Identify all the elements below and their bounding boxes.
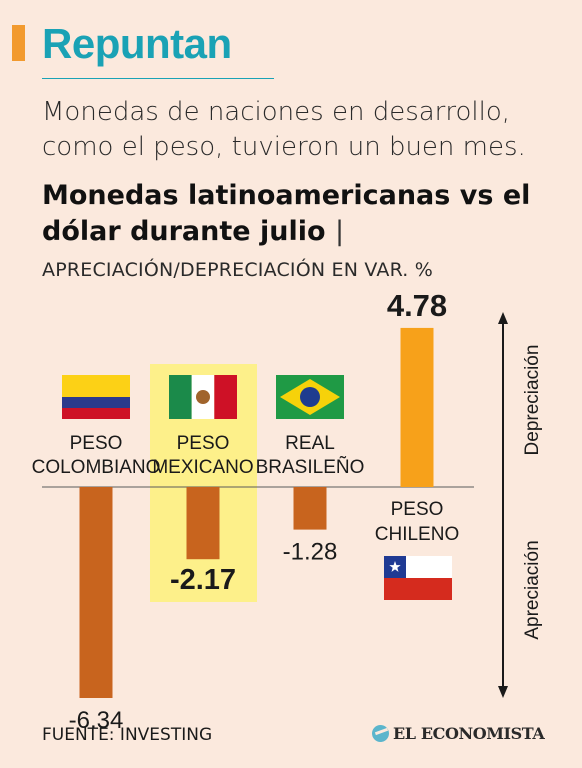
category-label: CHILENO xyxy=(375,524,459,545)
bar xyxy=(186,487,220,560)
headline: Repuntan xyxy=(42,20,232,67)
category-group: 4.78 PESO CHILENO xyxy=(375,288,459,600)
brazil-flag xyxy=(276,375,344,419)
source-note: FUENTE: INVESTING xyxy=(42,725,213,745)
bar xyxy=(400,327,434,487)
colombia-flag-yellow xyxy=(62,375,130,397)
mexico-flag-green xyxy=(169,375,192,419)
chile-flag-red xyxy=(384,578,452,600)
category-group: PESO COLOMBIANO -6.34 xyxy=(32,375,161,734)
chart-title-text: Monedas latinoamericanas vs el dólar dur… xyxy=(42,180,531,247)
value-label: 4.78 xyxy=(387,288,447,323)
bar xyxy=(293,487,327,530)
value-label: -1.28 xyxy=(283,539,338,566)
headline-rule xyxy=(42,78,274,79)
bar xyxy=(79,487,113,698)
category-label: BRASILEÑO xyxy=(256,456,365,478)
brand-logo-text: EL ECONOMISTA xyxy=(393,724,545,743)
axis-label-appreciation: Apreciación xyxy=(522,540,543,639)
chart-title-separator: | xyxy=(334,216,345,247)
subtitle: Monedas de naciones en desarrollo, como … xyxy=(42,97,526,162)
colombia-flag-blue xyxy=(62,397,130,408)
category-group: PESO MEXICANO -2.17 xyxy=(152,375,254,596)
brazil-flag-globe xyxy=(300,387,320,407)
direction-axis-arrow-down xyxy=(498,686,508,698)
brand-logo-icon xyxy=(372,725,389,742)
value-label: -6.34 xyxy=(69,707,124,734)
category-label: PESO xyxy=(391,499,444,520)
colombia-flag xyxy=(62,375,130,419)
brand-logo: EL ECONOMISTA xyxy=(372,724,545,743)
headline-accent-bar xyxy=(12,25,25,61)
chart-units: APRECIACIÓN/DEPRECIACIÓN EN VAR. % xyxy=(42,259,434,281)
value-label: -2.17 xyxy=(170,564,236,596)
category-label: REAL xyxy=(285,433,335,454)
mexico-flag-emblem xyxy=(196,390,210,404)
category-label: MEXICANO xyxy=(152,457,253,478)
direction-axis-arrow-up xyxy=(498,312,508,324)
colombia-flag-red xyxy=(62,408,130,419)
mexico-flag xyxy=(169,375,237,419)
category-label: PESO xyxy=(177,433,230,454)
category-label: COLOMBIANO xyxy=(32,457,161,478)
axis-label-depreciation: Depreciación xyxy=(522,345,543,456)
category-label: PESO xyxy=(70,433,123,454)
chart-title: Monedas latinoamericanas vs el dólar dur… xyxy=(42,178,562,250)
chile-flag-star xyxy=(389,561,401,572)
chile-flag xyxy=(384,556,452,600)
mexico-flag-red xyxy=(214,375,237,419)
